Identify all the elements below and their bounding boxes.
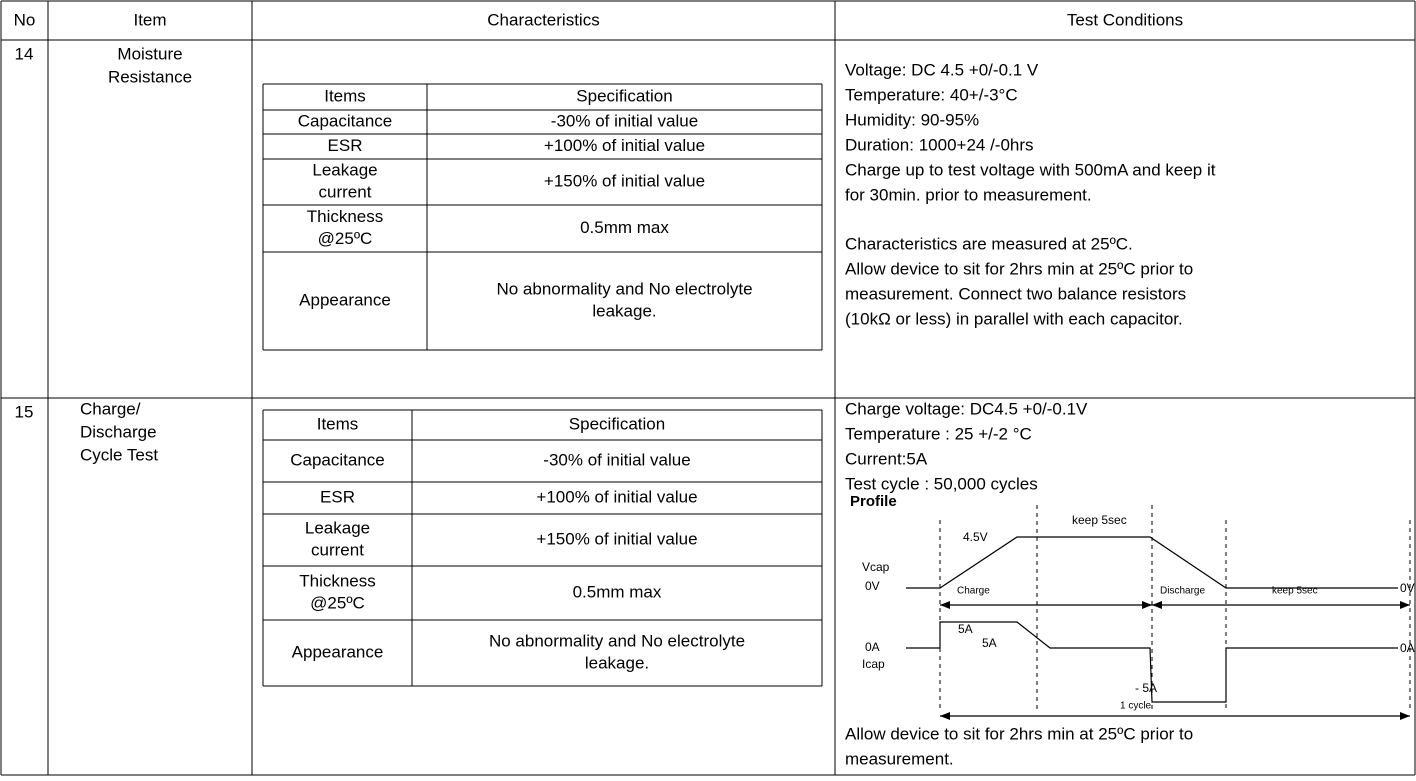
text: 14 <box>15 44 34 63</box>
text: 0V <box>865 579 880 593</box>
text: Capacitance <box>298 111 393 130</box>
text: +100% of initial value <box>544 136 705 155</box>
text: Characteristics <box>487 10 599 29</box>
text: Current:5A <box>845 449 928 468</box>
text: No abnormality and No electrolyte <box>496 279 752 298</box>
text: Test Conditions <box>1067 10 1183 29</box>
text: 4.5V <box>963 530 988 544</box>
text: Specification <box>576 86 672 105</box>
text: +150% of initial value <box>544 171 705 190</box>
text: Moisture <box>117 44 182 63</box>
text: Thickness <box>299 571 376 590</box>
text: leakage. <box>592 301 656 320</box>
text: Appearance <box>292 642 384 661</box>
text: 0.5mm max <box>580 218 669 237</box>
text: Items <box>324 86 366 105</box>
text: Duration: 1000+24 /-0hrs <box>845 135 1034 154</box>
text: ESR <box>328 136 363 155</box>
text: Discharge <box>80 422 157 441</box>
text: Icap <box>862 657 885 671</box>
text: Discharge <box>1160 586 1205 597</box>
text: 0A <box>1400 641 1415 655</box>
text: +100% of initial value <box>536 487 697 506</box>
text: Capacitance <box>290 450 385 469</box>
text: Item <box>133 10 166 29</box>
text: @25ºC <box>318 229 373 248</box>
text: @25ºC <box>310 593 365 612</box>
text: Items <box>317 414 359 433</box>
text: measurement. <box>845 749 954 768</box>
text: current <box>319 182 372 201</box>
text: 0A <box>865 640 880 654</box>
text: Temperature: 40+/-3°C <box>845 85 1018 104</box>
text: Profile <box>850 493 897 510</box>
text: Specification <box>569 414 665 433</box>
profile-diagram <box>906 505 1411 720</box>
text: 5A <box>958 622 973 636</box>
text: No abnormality and No electrolyte <box>489 631 745 650</box>
text: Charge voltage: DC4.5 +0/-0.1V <box>845 399 1088 418</box>
text: for 30min. prior to measurement. <box>845 185 1092 204</box>
text: 15 <box>15 402 34 421</box>
text: Allow device to sit for 2hrs min at 25ºC… <box>845 259 1193 278</box>
text: 5A <box>982 636 997 650</box>
text: No <box>14 10 36 29</box>
text: measurement. Connect two balance resisto… <box>845 284 1186 303</box>
text: 0.5mm max <box>573 582 662 601</box>
text: Cycle Test <box>80 445 158 464</box>
text: Leakage <box>312 160 377 179</box>
text: Leakage <box>305 518 370 537</box>
text: Voltage: DC 4.5 +0/-0.1 V <box>845 60 1039 79</box>
text: 0V <box>1400 581 1415 595</box>
text: Charge/ <box>80 399 141 418</box>
text: leakage. <box>585 653 649 672</box>
text: Resistance <box>108 67 192 86</box>
text: -30% of initial value <box>543 450 690 469</box>
text: Test cycle : 50,000 cycles <box>845 474 1038 493</box>
text: Thickness <box>307 207 384 226</box>
text: (10kΩ or less) in parallel with each cap… <box>845 309 1183 328</box>
text: Appearance <box>299 290 391 309</box>
text: Allow device to sit for 2hrs min at 25ºC… <box>845 724 1193 743</box>
text: +150% of initial value <box>536 529 697 548</box>
text: keep 5sec <box>1072 513 1127 527</box>
text: -30% of initial value <box>551 111 698 130</box>
text: Charge <box>957 586 990 597</box>
text: Charge up to test voltage with 500mA and… <box>845 160 1216 179</box>
text: - 5A <box>1135 681 1157 695</box>
text: Vcap <box>862 560 890 574</box>
text: Characteristics are measured at 25ºC. <box>845 234 1133 253</box>
text: 1 cycle <box>1120 701 1152 712</box>
text: current <box>311 540 364 559</box>
text: keep 5sec <box>1272 586 1318 597</box>
text: Temperature : 25 +/-2 °C <box>845 424 1032 443</box>
text: ESR <box>320 487 355 506</box>
text: Humidity: 90-95% <box>845 110 979 129</box>
